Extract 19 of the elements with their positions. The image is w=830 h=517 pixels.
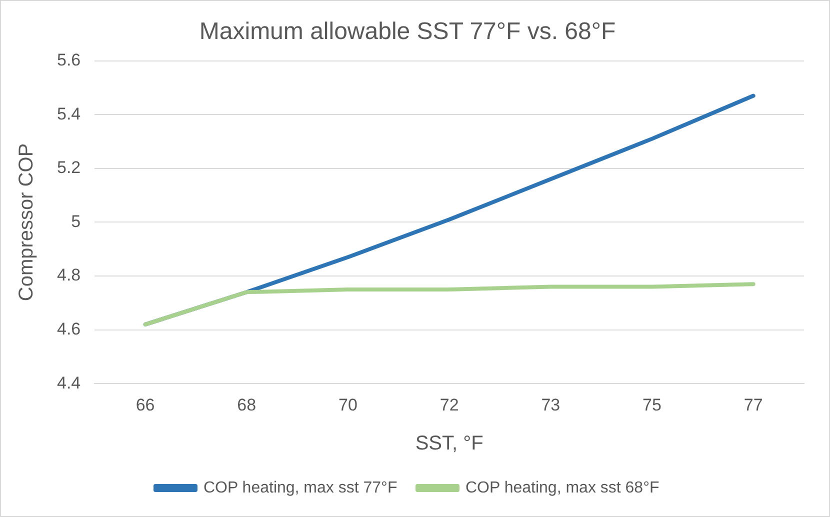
x-axis-title: SST, °F <box>415 432 484 455</box>
legend-label: COP heating, max sst 77°F <box>203 479 398 496</box>
x-tick-label: 72 <box>440 395 459 414</box>
y-tick-label: 4.8 <box>56 266 81 285</box>
x-tick-label: 70 <box>338 395 358 414</box>
legend-label: COP heating, max sst 68°F <box>466 479 660 496</box>
y-tick-label: 5.6 <box>56 50 81 70</box>
y-tick-label: 5.4 <box>56 104 81 124</box>
y-tick-label: 5 <box>71 212 81 231</box>
x-tick-label: 75 <box>642 395 662 414</box>
y-tick-label: 4.6 <box>56 319 81 338</box>
x-tick-label: 66 <box>136 395 155 414</box>
y-tick-label: 5.2 <box>56 158 81 178</box>
chart-title: Maximum allowable SST 77°F vs. 68°F <box>199 18 616 46</box>
y-tick-label: 4.4 <box>56 373 81 392</box>
y-axis-title: Compressor COP <box>16 143 38 302</box>
x-tick-label: 73 <box>541 395 560 414</box>
x-tick-label: 77 <box>744 395 763 414</box>
x-tick-label: 68 <box>237 395 256 414</box>
